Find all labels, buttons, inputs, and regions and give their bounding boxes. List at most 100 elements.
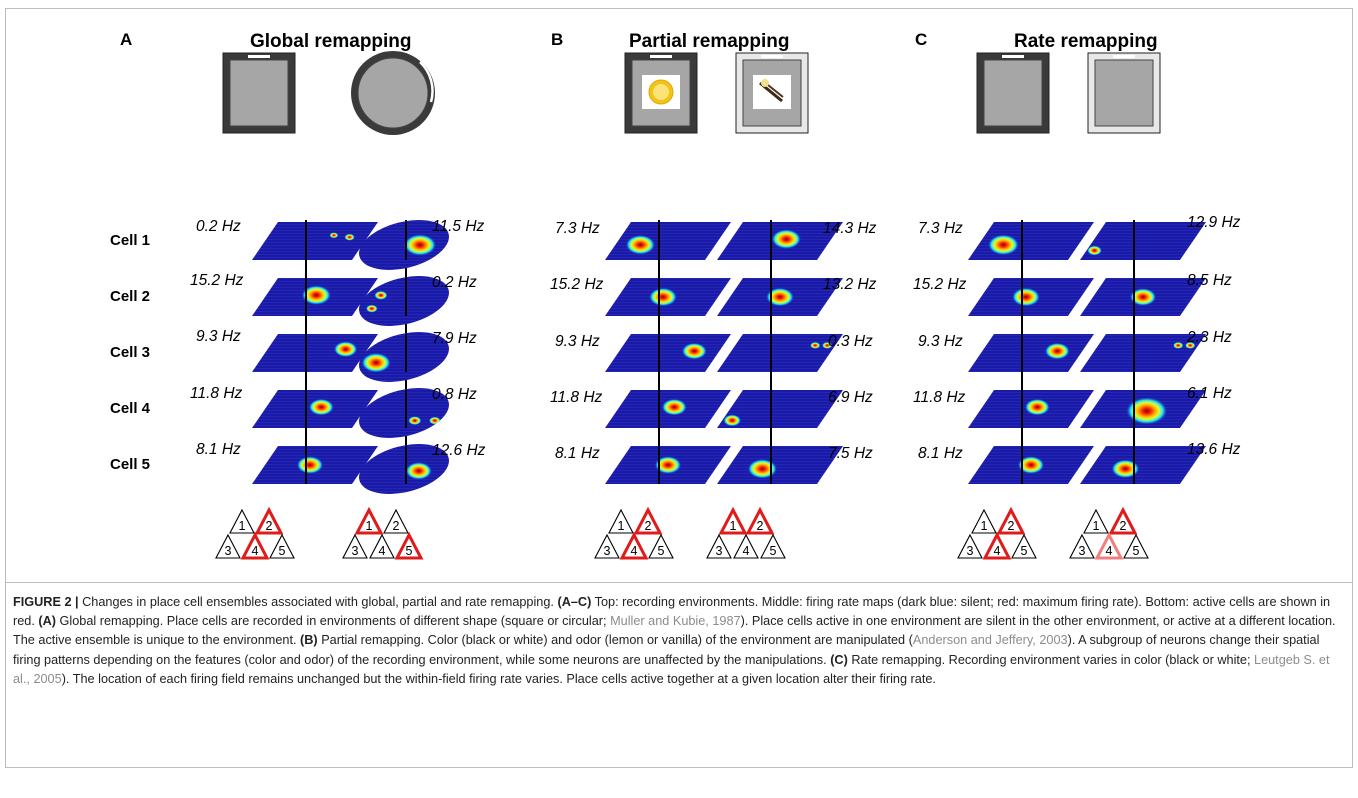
neuron-triangle-4: 4 [1094,531,1124,560]
neuron-number-5: 5 [658,544,665,558]
rate-c-left-5: 8.1 Hz [918,445,963,462]
ensemble-c-right: 1 2 3 4 5 [1069,506,1149,560]
rate-b-left-4: 11.8 Hz [550,389,603,406]
caption-text: ). The location of each firing field rem… [61,671,936,686]
ensemble-a-left: 1 2 3 4 5 [215,506,295,560]
rate-b-right-2: 13.2 Hz [823,276,877,293]
figure-frame [5,8,1353,768]
panel-letter-a: A [120,30,133,49]
neuron-number-2: 2 [393,519,400,533]
panel-title-partial: Partial remapping [629,31,790,52]
rate-a-right-4: 0.8 Hz [432,386,477,403]
rate-a-left-3: 9.3 Hz [196,328,241,345]
environment-circle-black [351,51,435,135]
neuron-triangle-1: 1 [354,506,384,535]
neuron-triangle-3: 3 [342,533,368,559]
cell-label-3: Cell 3 [110,344,151,361]
map-b-left-cell-1 [605,222,731,260]
environment-white-vanilla [735,52,809,134]
neuron-number-4: 4 [379,544,386,558]
caption-divider [6,582,1352,583]
neuron-number-1: 1 [730,519,737,533]
rate-c-left-1: 7.3 Hz [918,220,963,237]
neuron-triangle-3: 3 [215,533,241,559]
neuron-number-2: 2 [266,519,273,533]
caption-reference-link[interactable]: Anderson and Jeffery, 2003 [912,633,1068,648]
neuron-number-5: 5 [770,544,777,558]
rate-b-right-5: 7.5 Hz [828,445,873,462]
neuron-number-5: 5 [279,544,286,558]
map-a-left-stack [252,220,378,484]
map-a-left-cell-5 [252,446,378,484]
neuron-number-1: 1 [366,519,373,533]
figure-caption: FIGURE 2 | Changes in place cell ensembl… [13,593,1345,689]
neuron-number-4: 4 [631,544,638,558]
neuron-triangle-2: 2 [254,506,284,535]
neuron-triangle-4: 4 [240,531,270,560]
map-c-right-cell-5 [1080,446,1206,484]
neuron-triangle-2: 2 [633,506,663,535]
map-c-right-cell-4 [1080,390,1206,428]
neuron-triangle-4: 4 [619,531,649,560]
rate-b-left-2: 15.2 Hz [550,276,604,293]
panel-letter-b: B [551,30,564,49]
caption-text: Rate remapping. Recording environment va… [847,652,1255,667]
neuron-triangle-5: 5 [1123,533,1149,559]
neuron-number-1: 1 [618,519,625,533]
neuron-number-4: 4 [994,544,1001,558]
panel-title-global: Global remapping [250,31,412,52]
neuron-triangle-1: 1 [971,508,997,534]
rate-c-right-1: 12.9 Hz [1187,214,1241,231]
caption-label: (B) [300,633,318,648]
rate-c-right-4: 6.1 Hz [1187,385,1232,402]
map-a-right-cell-5 [353,435,455,503]
figure-graphics: 1 2 3 4 5 1 2 3 4 5 1 2 3 4 5 1 2 3 4 5 1 2 3 4 5 1 2 3 4 5 [215,51,1206,560]
map-b-right-cell-4 [717,390,843,428]
caption-text: ). Place cells active in one environment… [13,614,1336,648]
caption-reference-link[interactable]: Muller and Kubie, 1987 [610,614,741,629]
caption-label: (A–C) [557,595,592,609]
map-a-right-cell-2 [353,267,455,335]
map-c-left-cell-1 [968,222,1094,260]
rate-a-left-2: 15.2 Hz [190,272,244,289]
rate-c-left-2: 15.2 Hz [913,276,967,293]
neuron-triangle-5: 5 [394,531,424,560]
rate-b-left-5: 8.1 Hz [555,445,600,462]
map-b-left-cell-5 [605,446,731,484]
map-c-left-cell-2 [968,278,1094,316]
neuron-number-3: 3 [604,544,611,558]
map-a-right-cell-4 [353,379,455,447]
map-b-left-cell-3 [605,334,731,372]
neuron-triangle-5: 5 [648,533,674,559]
map-a-right-cell-1 [353,211,455,279]
neuron-triangle-2: 2 [383,508,409,534]
map-b-right-cell-3 [717,334,843,372]
neuron-number-5: 5 [406,544,413,558]
cell-label-2: Cell 2 [110,288,151,305]
map-c-left-cell-3 [968,334,1094,372]
environment-black-lemon [624,52,698,134]
map-a-left-cell-4 [252,390,378,428]
neuron-number-2: 2 [757,519,764,533]
caption-reference-link[interactable]: Leutgeb S. et al., 2005 [13,652,1330,686]
caption-text: Top: recording environments. Middle: fir… [13,595,1331,629]
neuron-triangle-4: 4 [982,531,1012,560]
ensemble-b-right: 1 2 3 4 5 [706,506,786,559]
neuron-triangle-2: 2 [996,506,1026,535]
rate-c-right-3: 2.3 Hz [1187,329,1232,346]
rate-b-left-3: 9.3 Hz [555,333,600,350]
rate-c-right-2: 8.5 Hz [1187,272,1232,289]
map-b-right-cell-2 [717,278,843,316]
map-a-left-cell-3 [252,334,378,372]
map-c-left-stack [968,220,1094,484]
neuron-number-5: 5 [1021,544,1028,558]
neuron-triangle-1: 1 [1083,508,1109,534]
neuron-triangle-2: 2 [745,506,775,535]
caption-label: (C) [830,652,848,667]
caption-text: Changes in place cell ensembles associat… [78,595,558,609]
map-c-right-cell-2 [1080,278,1206,316]
rate-b-right-1: 14.3 Hz [823,220,877,237]
neuron-number-4: 4 [1106,544,1113,558]
neuron-number-4: 4 [743,544,750,558]
rate-a-right-1: 11.5 Hz [432,218,485,235]
